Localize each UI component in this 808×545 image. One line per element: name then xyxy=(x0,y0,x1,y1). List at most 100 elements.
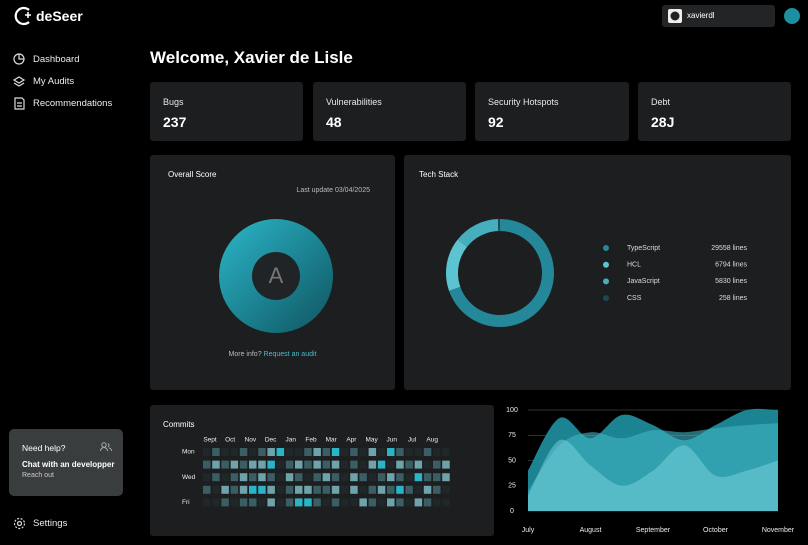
commit-cell xyxy=(359,473,367,482)
stat-value: 28J xyxy=(651,114,675,130)
commit-cell xyxy=(212,485,220,494)
user-badge[interactable]: xavierdl xyxy=(662,5,775,27)
commit-cell xyxy=(442,485,450,494)
nav-item[interactable]: Dashboard xyxy=(33,54,80,65)
month-label: Feb xyxy=(305,437,317,444)
y-tick-label: 100 xyxy=(506,407,518,414)
donut-segment xyxy=(446,239,468,291)
score-more: More info? Request an audit xyxy=(150,351,395,358)
area-series xyxy=(528,423,778,511)
commit-cell xyxy=(359,485,367,494)
commit-cell xyxy=(359,448,367,456)
commit-cell xyxy=(377,460,386,469)
help-link[interactable]: Reach out xyxy=(22,472,54,479)
commit-cell xyxy=(396,498,404,507)
commit-cell xyxy=(212,460,220,469)
commit-cell xyxy=(331,485,340,494)
audit-link[interactable]: Request an audit xyxy=(263,351,317,358)
commit-cell xyxy=(396,485,404,494)
commit-cell xyxy=(239,498,248,507)
commit-cell xyxy=(285,460,294,469)
commit-cell xyxy=(249,498,257,507)
commit-cell xyxy=(442,448,450,456)
month-label: Jan xyxy=(286,437,297,444)
commit-cell xyxy=(341,498,349,507)
avatar[interactable] xyxy=(784,8,800,24)
commit-cell xyxy=(203,460,211,469)
commit-cell xyxy=(322,473,331,482)
commit-cell xyxy=(433,460,441,469)
stat-card: Vulnerabilities 48 xyxy=(313,82,466,141)
commit-cell xyxy=(203,498,211,507)
legend-value: 258 lines xyxy=(719,295,748,302)
month-label: Sept xyxy=(203,437,217,444)
commit-cell xyxy=(221,485,229,494)
legend-value: 6794 lines xyxy=(715,262,747,269)
brand: deSeer xyxy=(36,8,83,24)
x-tick-label: November xyxy=(762,527,795,534)
commit-cell xyxy=(387,485,395,494)
y-tick-label: 50 xyxy=(508,457,516,464)
month-label: May xyxy=(365,437,378,444)
donut-segment xyxy=(457,219,499,247)
commit-cell xyxy=(350,460,358,469)
commit-cell xyxy=(285,473,294,482)
commit-cell xyxy=(212,473,220,482)
commit-cell xyxy=(304,485,312,494)
commit-cell xyxy=(368,498,377,507)
user-icon xyxy=(668,9,682,23)
x-tick-label: October xyxy=(703,527,729,534)
commit-cell xyxy=(230,473,239,482)
commit-cell xyxy=(258,498,266,507)
nav-item[interactable]: Recommendations xyxy=(33,98,113,109)
commit-cell xyxy=(249,485,257,494)
x-tick-label: July xyxy=(522,527,535,534)
commit-cell xyxy=(423,460,432,469)
commit-cell xyxy=(267,448,275,456)
commit-cell xyxy=(350,485,358,494)
commit-cell xyxy=(368,448,377,456)
commit-cell xyxy=(230,485,239,494)
commit-cell xyxy=(377,448,386,456)
x-tick-label: August xyxy=(580,527,602,534)
commit-cell xyxy=(230,460,239,469)
month-label: Oct xyxy=(225,437,235,444)
commit-cell xyxy=(239,485,248,494)
commit-cell xyxy=(331,498,340,507)
commit-cell xyxy=(341,485,349,494)
commit-cell xyxy=(295,498,303,507)
commit-cell xyxy=(396,448,404,456)
settings[interactable]: Settings xyxy=(33,518,68,529)
month-label: Nov xyxy=(245,437,257,444)
legend-label: JavaScript xyxy=(627,278,660,285)
commit-cell xyxy=(350,498,358,507)
stat-value: 48 xyxy=(326,114,342,130)
legend-label: HCL xyxy=(627,262,641,269)
commit-cell xyxy=(405,498,413,507)
month-label: Dec xyxy=(265,437,277,444)
commit-cell xyxy=(249,448,257,456)
commit-cell xyxy=(387,448,395,456)
nav-icons xyxy=(13,53,26,110)
commit-cell xyxy=(212,448,220,456)
commit-cell xyxy=(414,485,423,494)
help-action[interactable]: Chat with an developper xyxy=(22,460,115,469)
commit-cell xyxy=(405,460,413,469)
commit-cell xyxy=(368,460,377,469)
commit-cell xyxy=(405,485,413,494)
stat-card: Debt 28J xyxy=(638,82,791,141)
commit-cell xyxy=(313,448,321,456)
commit-cell xyxy=(414,473,423,482)
commit-cell xyxy=(341,473,349,482)
more-text: More info? xyxy=(228,351,262,358)
commit-cell xyxy=(285,485,294,494)
help-title: Need help? xyxy=(22,443,66,453)
commit-cell xyxy=(396,460,404,469)
month-label: Apr xyxy=(346,437,357,444)
commit-cell xyxy=(304,460,312,469)
nav-item[interactable]: My Audits xyxy=(33,76,75,87)
x-tick-label: September xyxy=(636,527,671,534)
commit-cell xyxy=(377,485,386,494)
day-label: Wed xyxy=(182,474,196,481)
commit-cell xyxy=(387,460,395,469)
